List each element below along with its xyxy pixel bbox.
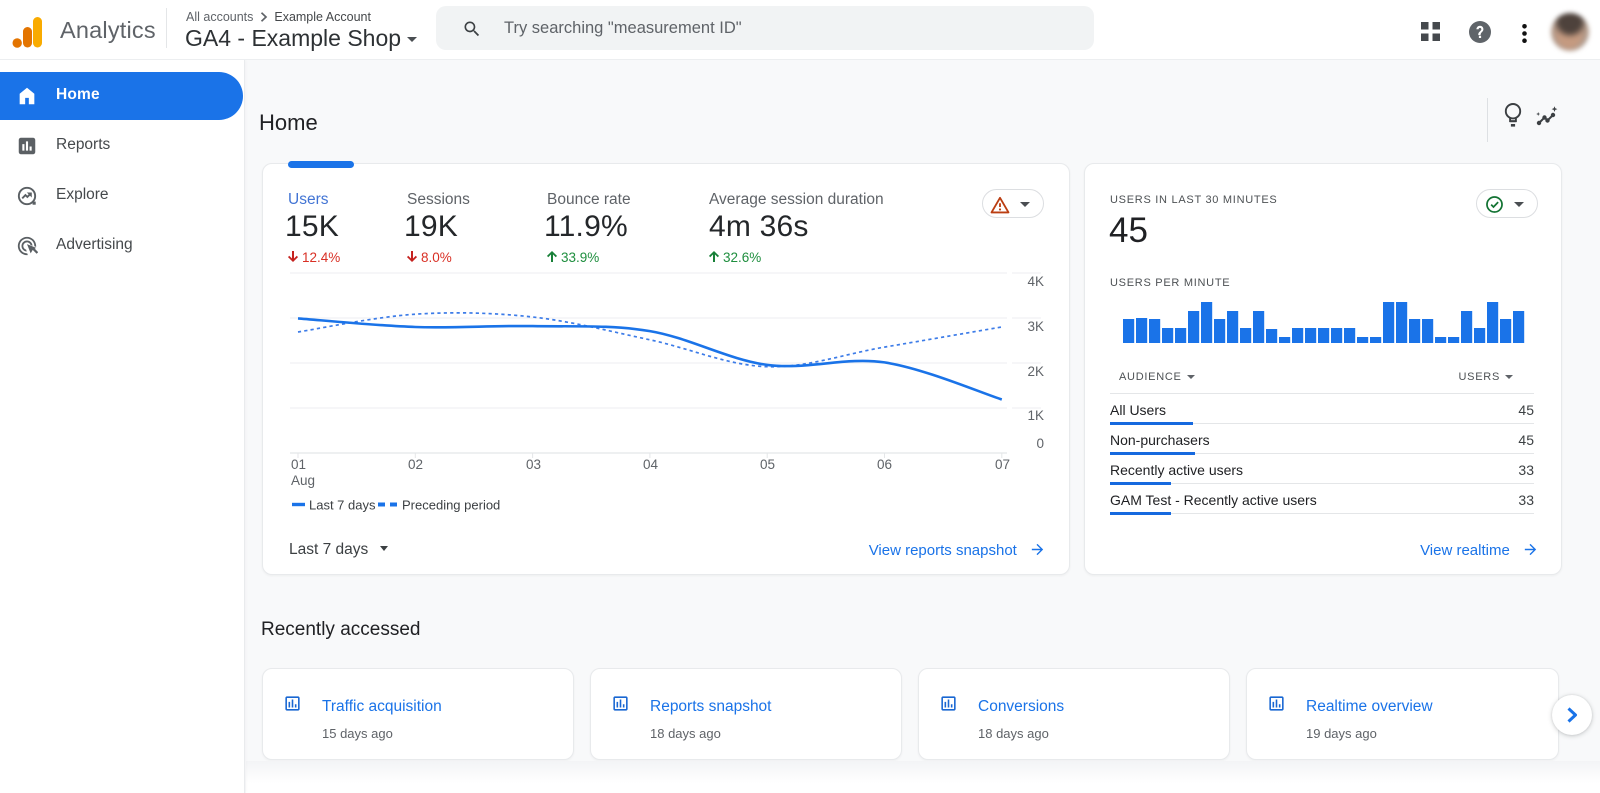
svg-text:3K: 3K bbox=[1027, 319, 1044, 334]
svg-text:04: 04 bbox=[643, 457, 659, 472]
svg-text:Last 7 days: Last 7 days bbox=[309, 498, 376, 513]
svg-text:06: 06 bbox=[877, 457, 892, 472]
svg-text:07: 07 bbox=[995, 457, 1010, 472]
svg-text:01: 01 bbox=[291, 457, 306, 472]
svg-text:1K: 1K bbox=[1027, 408, 1044, 423]
svg-text:Preceding period: Preceding period bbox=[402, 498, 500, 513]
svg-text:2K: 2K bbox=[1027, 364, 1044, 379]
svg-text:03: 03 bbox=[526, 457, 541, 472]
svg-text:Aug: Aug bbox=[291, 473, 315, 488]
svg-text:05: 05 bbox=[760, 457, 775, 472]
svg-text:02: 02 bbox=[408, 457, 423, 472]
svg-text:4K: 4K bbox=[1027, 274, 1044, 289]
svg-text:0: 0 bbox=[1036, 436, 1044, 451]
